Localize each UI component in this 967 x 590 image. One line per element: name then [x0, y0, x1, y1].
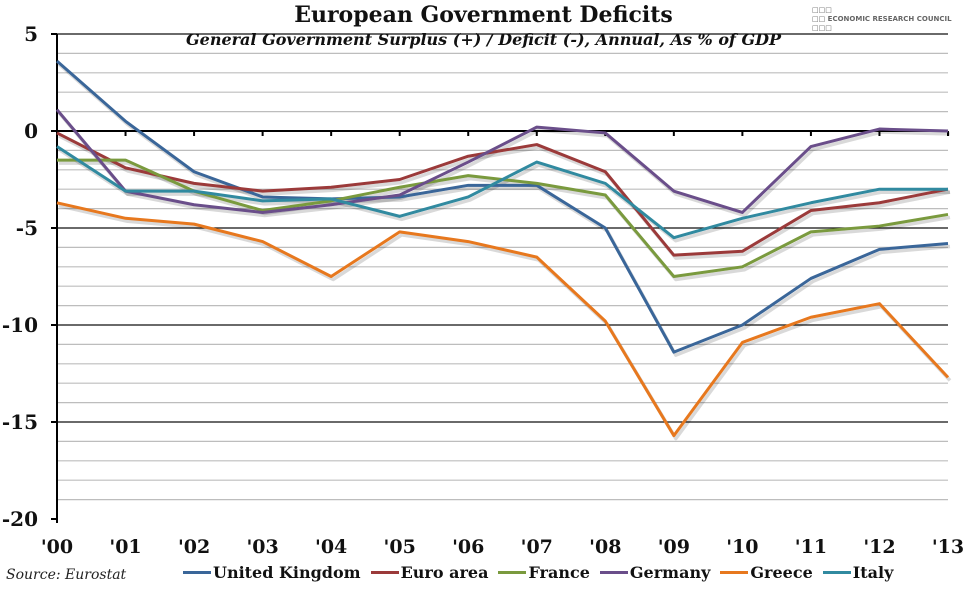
y-tick-label: -20: [2, 507, 38, 531]
y-tick-label: -15: [2, 410, 38, 434]
source-note: Source: Eurostat: [6, 567, 127, 583]
legend-swatch: [498, 571, 527, 574]
series-line-united-kingdom: [56, 60, 949, 354]
legend-swatch: [183, 571, 211, 574]
legend-label: Italy: [852, 563, 894, 582]
series-shadow: [57, 62, 951, 357]
legend-swatch: [720, 571, 749, 574]
legend-label: Germany: [629, 563, 711, 582]
legend-item: Germany: [599, 563, 711, 582]
x-tick-label: '07: [521, 536, 553, 558]
legend-item: United Kingdom: [183, 563, 361, 582]
legend-label: France: [528, 563, 590, 582]
legend-item: Euro area: [370, 563, 489, 582]
legend-item: Greece: [720, 563, 813, 582]
legend-label: United Kingdom: [213, 563, 361, 582]
logo: □□□ □□ ECONOMIC RESEARCH COUNCIL □□□: [812, 6, 952, 32]
legend-item: Italy: [822, 563, 894, 582]
x-tick-label: '00: [41, 536, 73, 558]
series-shadow: [57, 111, 951, 218]
legend-label: Greece: [750, 563, 813, 582]
x-tick-label: '08: [589, 536, 621, 558]
legend-item: France: [498, 563, 590, 582]
series-shadow: [58, 134, 951, 260]
y-tick-label: -5: [16, 216, 38, 240]
x-tick-label: '03: [246, 536, 278, 558]
legend-swatch: [599, 571, 628, 574]
x-tick-label: '04: [315, 536, 347, 558]
series-line-germany: [55, 108, 949, 214]
legend-label: Euro area: [400, 563, 489, 582]
x-tick-label: '11: [795, 536, 827, 558]
series-line-france: [57, 158, 949, 278]
x-tick-label: '10: [726, 536, 758, 558]
series-line-euro-area: [56, 131, 949, 257]
y-tick-label: 0: [24, 119, 38, 143]
logo-squares-icon: □□□: [812, 6, 832, 14]
chart-subtitle: General Government Surplus (+) / Deficit…: [185, 30, 782, 49]
series-shadow: [59, 161, 951, 282]
legend-swatch: [822, 571, 851, 574]
series-line-greece: [56, 201, 950, 438]
legend: United Kingdom Euro area France Germany Gree…: [183, 563, 899, 582]
x-tick-label: '05: [384, 536, 416, 558]
x-tick-label: '06: [452, 536, 484, 558]
logo-text: ECONOMIC RESEARCH COUNCIL: [827, 15, 952, 23]
x-tick-label: '02: [178, 536, 210, 558]
x-tick-label: '09: [658, 536, 690, 558]
x-tick-label: '01: [109, 536, 141, 558]
series-shadow: [58, 204, 952, 441]
series-line-italy: [56, 145, 948, 240]
x-tick-label: '12: [863, 536, 895, 558]
chart-title: European Government Deficits: [294, 2, 673, 28]
y-tick-label: -10: [2, 313, 38, 337]
x-tick-label: '13: [932, 536, 964, 558]
y-tick-label: 5: [24, 22, 38, 46]
legend-swatch: [370, 571, 399, 574]
